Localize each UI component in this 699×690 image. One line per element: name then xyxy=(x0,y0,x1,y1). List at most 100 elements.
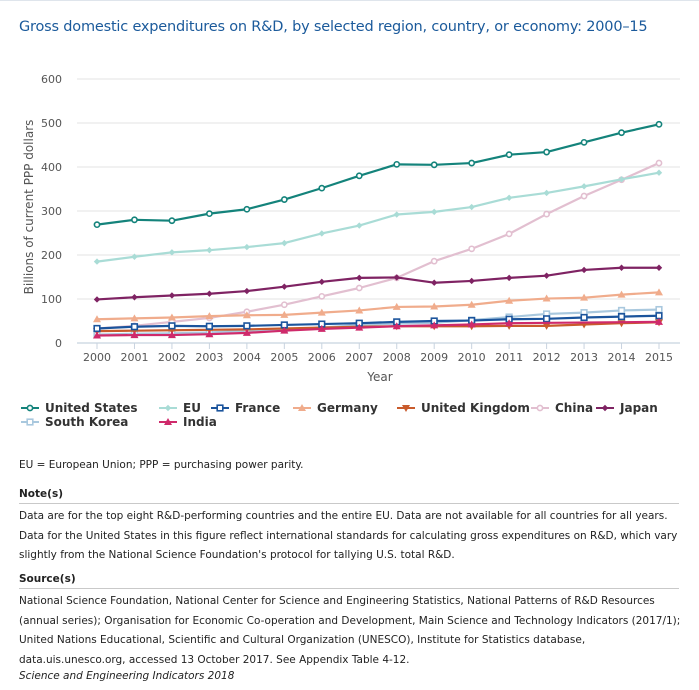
x-axis-ticks: 2000 2001 2002 2003 2004 2005 2006 2007 2008 2009… xyxy=(83,343,673,364)
legend-label: South Korea xyxy=(45,415,129,429)
series-india xyxy=(93,317,663,339)
data-point-united-states xyxy=(505,151,513,159)
data-point-germany xyxy=(242,311,251,319)
data-point-india xyxy=(355,323,364,331)
data-point-japan xyxy=(93,296,101,303)
data-point-eu xyxy=(318,230,325,237)
y-tick-label: 600 xyxy=(41,73,62,86)
data-point-china xyxy=(430,257,438,265)
data-point-india xyxy=(205,330,214,338)
data-point-united-states xyxy=(243,205,251,213)
data-point-germany xyxy=(280,310,289,318)
legend-item-france[interactable]: France xyxy=(210,401,280,415)
data-point-france xyxy=(580,313,588,322)
series-line-germany xyxy=(96,291,660,321)
notes-text: Data are for the top eight R&D-performin… xyxy=(19,510,678,561)
data-point-china xyxy=(505,230,513,238)
data-point-united-states xyxy=(580,138,588,146)
credit-line: Science and Engineering Indicators 2018 xyxy=(19,670,235,682)
data-point-eu xyxy=(393,211,400,218)
series-line-eu xyxy=(96,171,660,263)
data-point-united-states xyxy=(131,216,138,224)
data-point-germany xyxy=(205,312,214,320)
legend-swatch-diamond-icon xyxy=(159,404,177,412)
legend-item-south-korea[interactable]: South Korea xyxy=(20,415,128,429)
legend-swatch-marker xyxy=(26,418,34,426)
data-point-india xyxy=(655,317,663,325)
data-point-france xyxy=(130,323,139,331)
data-point-germany xyxy=(317,308,326,316)
data-point-germany xyxy=(467,300,476,308)
legend-label: Japan xyxy=(620,401,658,415)
data-point-germany xyxy=(542,294,551,302)
data-point-united-states xyxy=(543,148,550,156)
data-point-eu xyxy=(431,208,438,216)
legend-swatch-square-open-icon xyxy=(211,404,229,412)
data-point-germany xyxy=(505,296,514,304)
data-point-germany xyxy=(93,315,101,323)
data-point-japan xyxy=(318,278,325,286)
legend-item-germany[interactable]: Germany xyxy=(292,401,378,415)
data-point-eu xyxy=(543,189,550,197)
data-point-france xyxy=(205,322,214,330)
legend-item-united-kingdom[interactable]: United Kingdom xyxy=(396,401,530,415)
y-tick-label: 400 xyxy=(41,161,62,174)
data-point-germany xyxy=(130,314,139,322)
legend-item-china[interactable]: China xyxy=(530,401,593,415)
data-point-india xyxy=(317,324,326,332)
legend-swatch-marker xyxy=(298,404,306,411)
data-point-eu xyxy=(131,253,138,260)
data-point-germany xyxy=(392,302,401,310)
sources-text: National Science Foundation, National Ce… xyxy=(19,595,681,666)
data-point-united-states xyxy=(655,120,663,128)
legend-swatch-marker xyxy=(164,404,172,412)
legend-swatch-circle-open-icon xyxy=(21,404,39,412)
top-border xyxy=(0,0,699,1)
data-point-france xyxy=(655,312,663,320)
x-tick-label: 2000 xyxy=(83,351,111,364)
data-point-china xyxy=(355,284,363,292)
y-axis-ticks: 0 100 200 300 400 500 600 xyxy=(41,73,62,350)
data-point-eu xyxy=(580,183,588,190)
legend-item-india[interactable]: India xyxy=(158,415,217,429)
legend-swatch-triangle-up-icon xyxy=(159,418,177,425)
data-point-united-states xyxy=(205,210,213,218)
legend-swatch-marker xyxy=(164,418,172,425)
y-tick-label: 0 xyxy=(55,337,62,350)
data-point-united-states xyxy=(168,217,176,225)
data-point-japan xyxy=(168,292,176,299)
data-point-germany xyxy=(355,306,364,314)
y-tick-label: 100 xyxy=(41,293,62,306)
x-tick-label: 2007 xyxy=(345,351,373,364)
data-point-india xyxy=(167,331,176,339)
series-japan xyxy=(93,264,663,303)
x-tick-label: 2015 xyxy=(645,351,673,364)
legend-item-japan[interactable]: Japan xyxy=(595,401,658,415)
data-point-japan xyxy=(543,272,550,279)
data-point-india xyxy=(392,322,401,330)
data-point-south-korea xyxy=(617,306,626,315)
data-point-germany xyxy=(655,288,663,296)
data-point-japan xyxy=(505,274,513,282)
series-line-united-states xyxy=(96,123,660,226)
x-tick-label: 2012 xyxy=(533,351,561,364)
data-point-france xyxy=(243,322,251,330)
data-point-france xyxy=(168,322,176,330)
data-point-eu xyxy=(356,222,363,229)
data-point-eu xyxy=(281,239,288,247)
y-tick-label: 200 xyxy=(41,249,62,262)
data-point-france xyxy=(542,315,551,323)
data-point-eu xyxy=(206,246,213,254)
legend-item-eu[interactable]: EU xyxy=(158,401,201,415)
data-point-germany xyxy=(617,290,626,298)
x-tick-label: 2014 xyxy=(608,351,636,364)
legend-label: United States xyxy=(45,401,138,415)
data-point-india xyxy=(93,331,101,339)
legend-label: United Kingdom xyxy=(421,401,530,415)
legend-swatch-triangle-down-icon xyxy=(397,405,415,412)
data-point-india xyxy=(467,320,476,328)
legend-item-united-states[interactable]: United States xyxy=(20,401,138,415)
data-point-japan xyxy=(131,294,138,301)
legend-label: France xyxy=(235,401,281,415)
x-tick-label: 2001 xyxy=(120,351,148,364)
